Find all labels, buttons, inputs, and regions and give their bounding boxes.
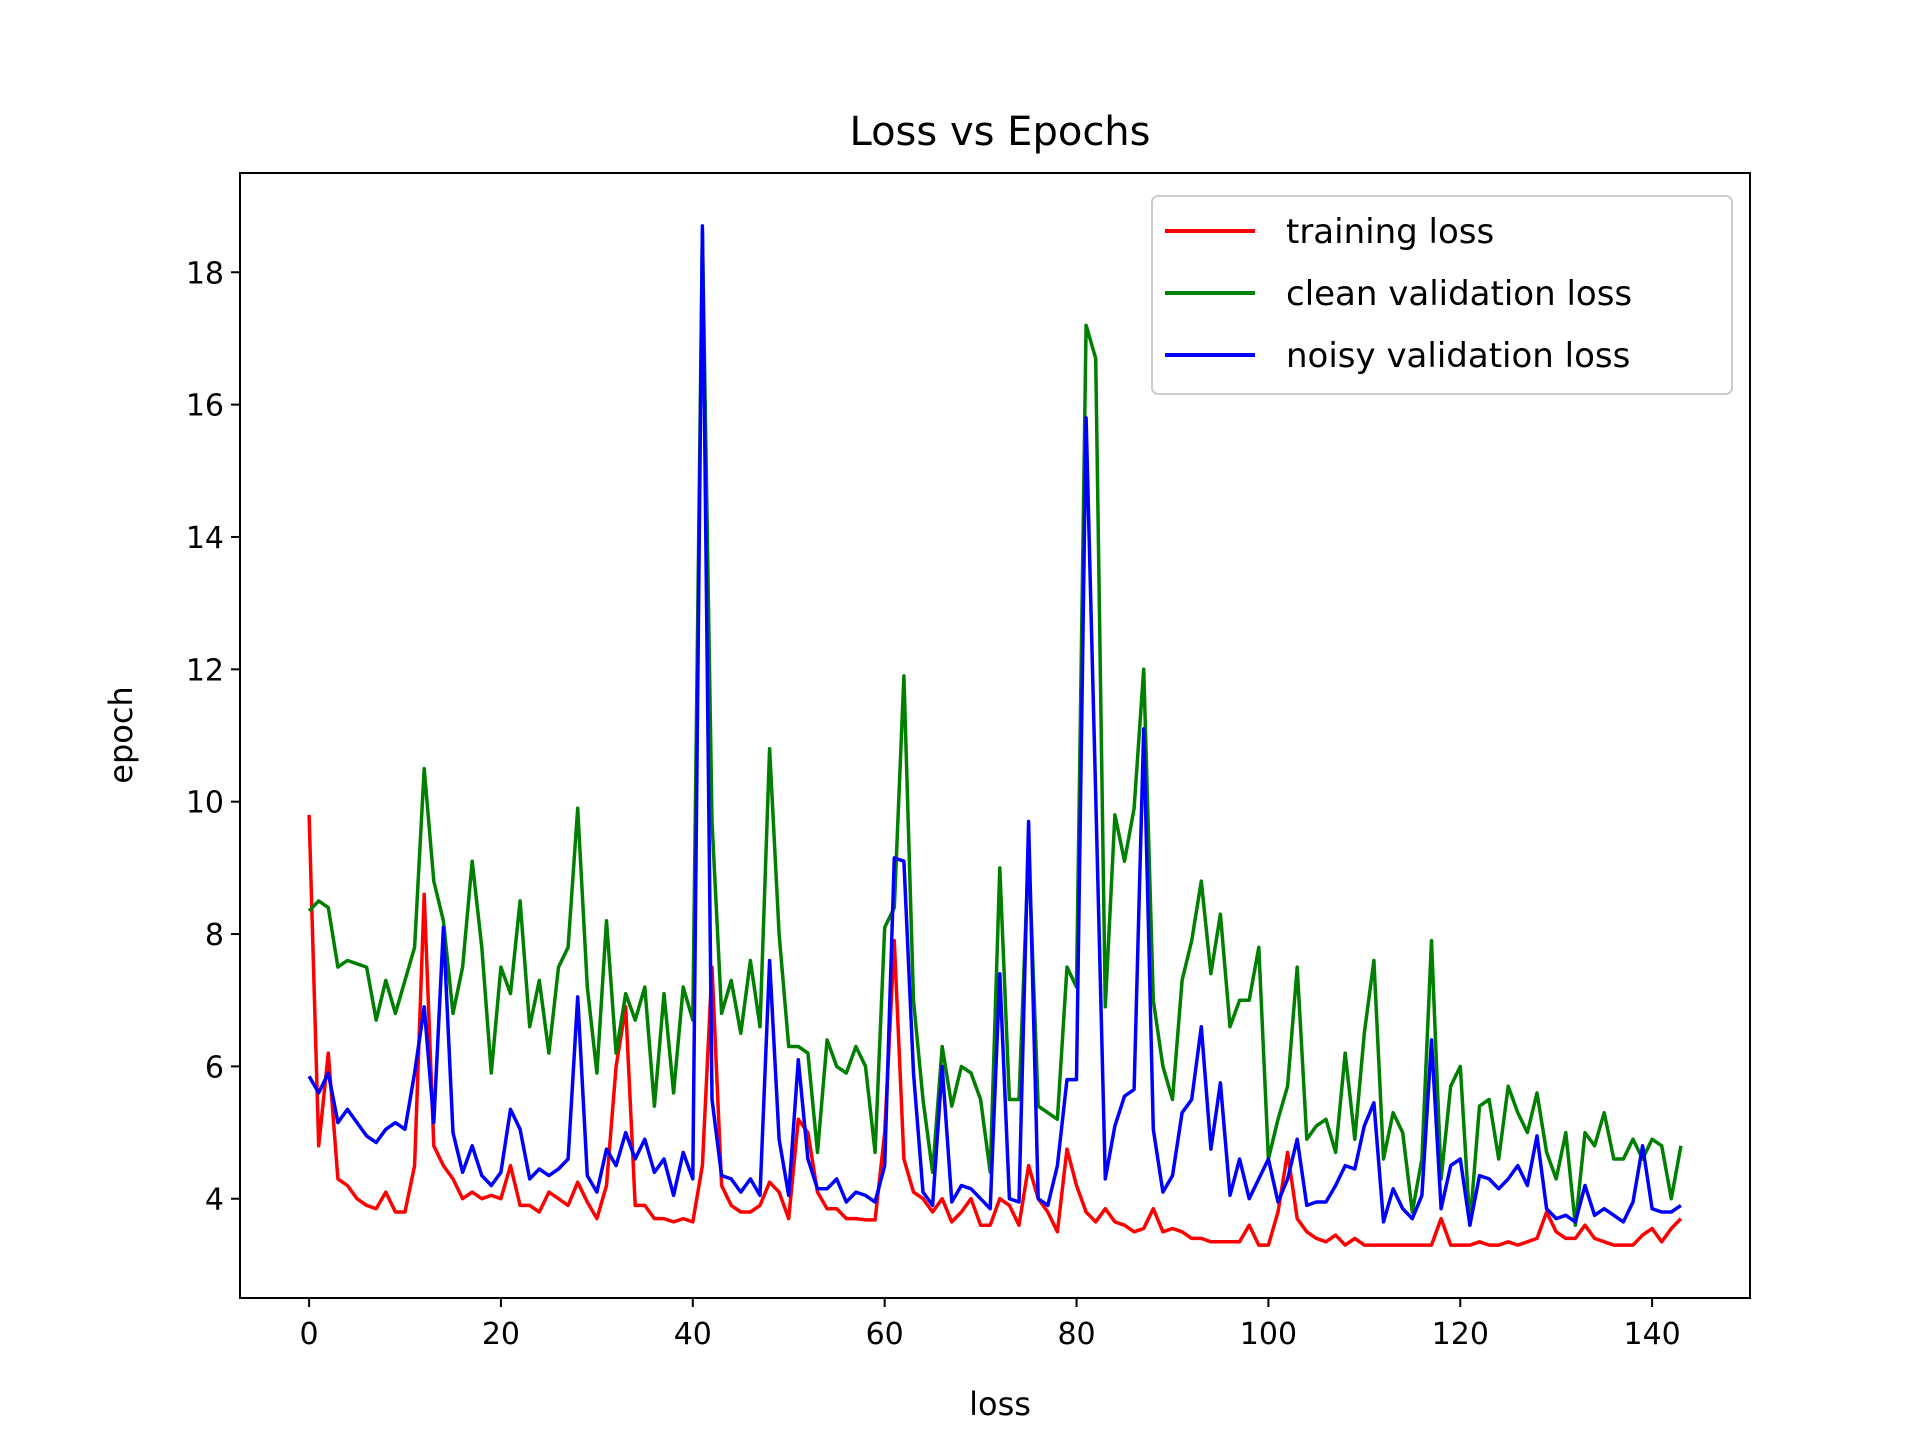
plot-frame xyxy=(239,172,1751,1299)
legend-label-training: training loss xyxy=(1286,212,1494,252)
x-tick-label: 120 xyxy=(1432,1317,1489,1352)
series-line-clean-validation-loss xyxy=(307,230,1683,1227)
legend-label-clean-validation: clean validation loss xyxy=(1286,274,1632,314)
y-tick-label: 16 xyxy=(186,389,224,424)
series-line-noisy-validation-loss xyxy=(307,224,1682,1227)
y-tick-label: 8 xyxy=(205,918,224,953)
chart-title: Loss vs Epochs xyxy=(850,109,1151,155)
y-tick-label: 14 xyxy=(186,521,224,556)
x-axis-ticks: 0 20 40 60 80 100 120 140 xyxy=(300,1298,1681,1352)
x-tick-label: 60 xyxy=(866,1317,904,1352)
y-tick-label: 18 xyxy=(186,256,224,291)
legend-box xyxy=(1151,195,1733,395)
legend-label-noisy-validation: noisy validation loss xyxy=(1286,336,1630,376)
legend: training loss clean validation loss nois… xyxy=(1151,195,1733,395)
x-tick-label: 80 xyxy=(1057,1317,1095,1352)
y-axis-label: epoch xyxy=(102,686,140,783)
y-tick-label: 10 xyxy=(186,786,224,821)
x-tick-label: 40 xyxy=(674,1317,712,1352)
y-axis-ticks: 4 6 8 10 12 14 16 18 xyxy=(186,256,240,1218)
y-tick-label: 4 xyxy=(205,1183,224,1218)
series-layer xyxy=(307,224,1683,1247)
x-tick-label: 140 xyxy=(1624,1317,1681,1352)
x-tick-label: 100 xyxy=(1240,1317,1297,1352)
y-tick-label: 12 xyxy=(186,653,224,688)
series-line-training-loss xyxy=(307,814,1683,1247)
x-axis-label: loss xyxy=(969,1385,1031,1423)
x-tick-label: 20 xyxy=(482,1317,520,1352)
x-tick-label: 0 xyxy=(300,1317,319,1352)
y-tick-label: 6 xyxy=(205,1050,224,1085)
